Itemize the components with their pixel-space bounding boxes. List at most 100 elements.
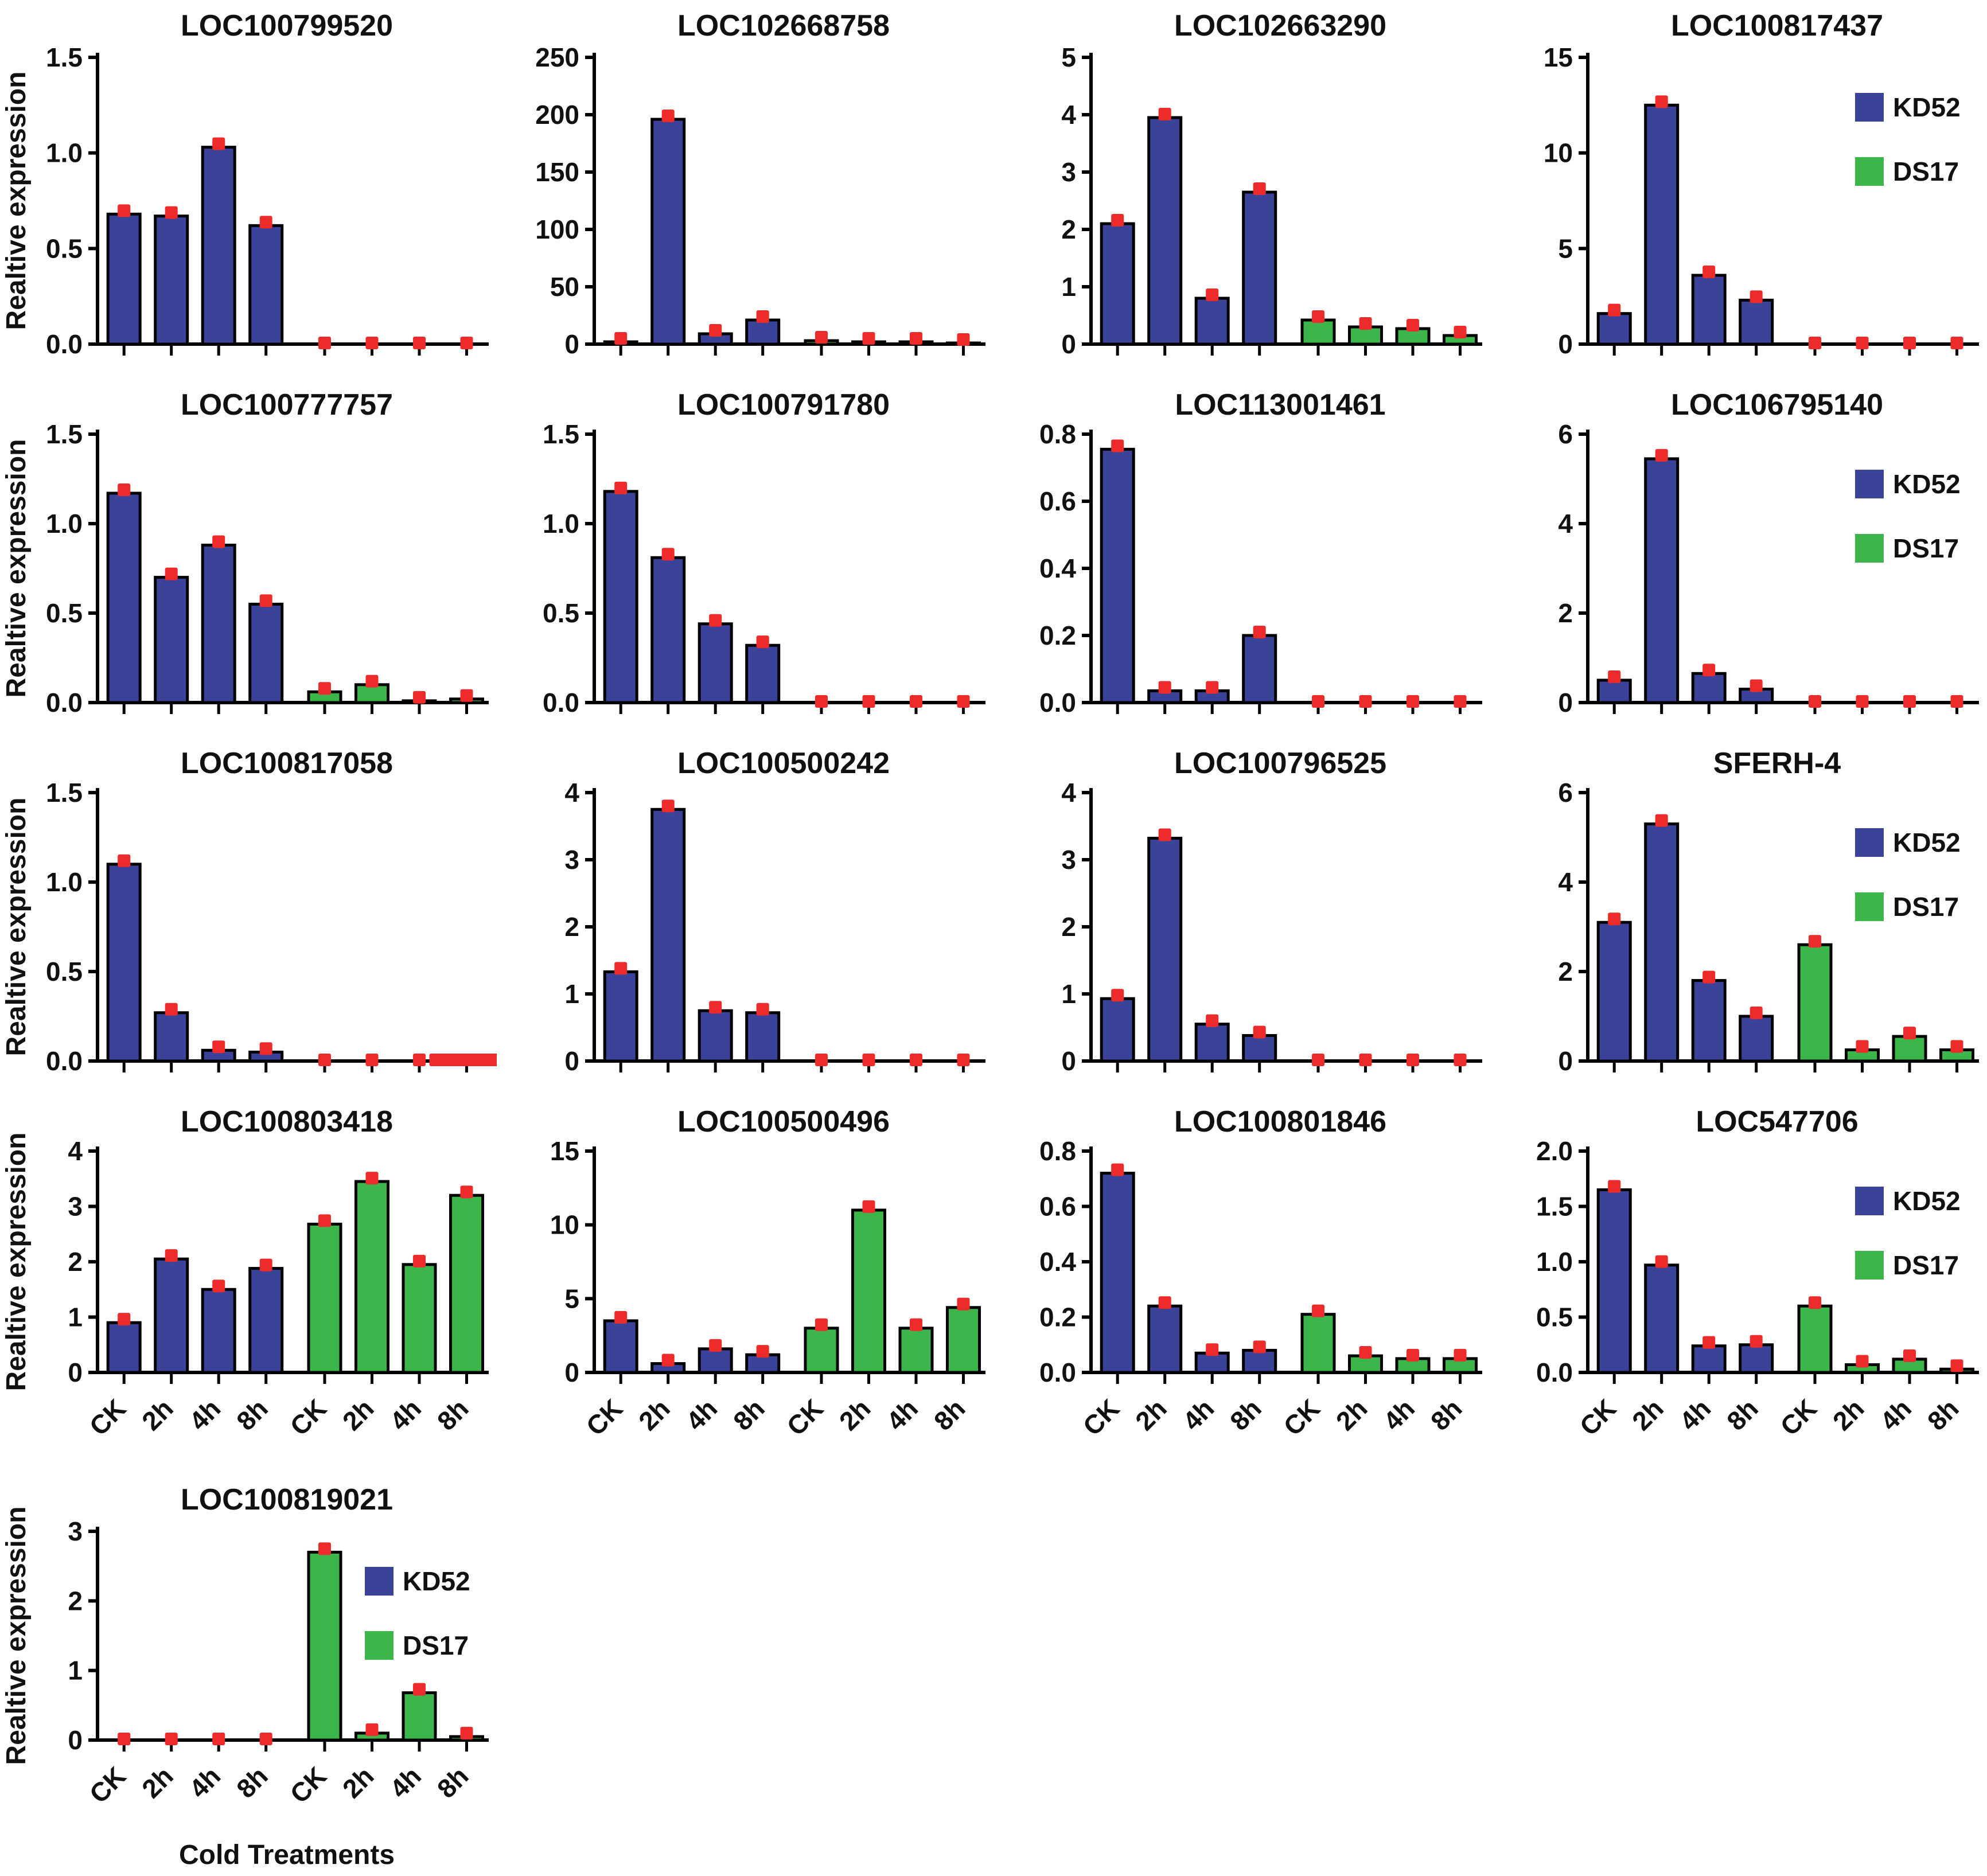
y-tick-label: 150: [535, 157, 579, 187]
legend-kd52-swatch: [1855, 828, 1884, 857]
error-marker-DS17-CK: [1809, 1296, 1821, 1309]
panel-LOC100796525: LOC100796525 0 1 2 3 4: [994, 740, 1490, 1098]
bar-DS17-CK: [307, 1222, 342, 1374]
x-tick-label-DS17-8h: 8h: [431, 1393, 474, 1436]
bar-KD52-8h: [745, 1011, 781, 1063]
error-marker-KD52-8h: [1750, 1007, 1763, 1019]
y-tick-label: 200: [535, 100, 579, 130]
bar-KD52-4h: [1691, 672, 1727, 704]
x-tick-label-DS17-4h: 4h: [384, 1393, 427, 1436]
error-marker-DS17-CK: [318, 682, 331, 695]
panel-title: LOC100801846: [1174, 1105, 1386, 1138]
error-marker-DS17-CK: [1809, 337, 1821, 349]
bar-KD52-2h: [154, 1257, 189, 1374]
y-tick-label: 10: [1544, 138, 1573, 168]
legend-ds17-label: DS17: [1893, 1250, 1959, 1280]
error-marker-DS17-CK: [815, 695, 828, 708]
bar-KD52-8h: [1242, 1348, 1277, 1374]
y-tick-label: 0.6: [1039, 486, 1076, 516]
error-marker-DS17-CK: [1312, 1304, 1324, 1317]
error-marker-KD52-2h: [165, 1003, 178, 1016]
error-marker-KD52-2h: [1655, 95, 1668, 108]
error-marker-DS17-8h: [957, 695, 970, 708]
error-marker-KD52-2h: [1158, 681, 1171, 694]
panel-LOC100500496: LOC100500496 0 5 10 15 CK 2h 4h 8h CK 2h 4h 8h: [497, 1098, 994, 1474]
error-marker-DS17-2h: [1856, 695, 1869, 708]
bar-DS17-4h: [1892, 1035, 1927, 1063]
bar-KD52-2h: [1644, 1263, 1680, 1374]
error-marker-DS17-2h: [1359, 1346, 1372, 1359]
chart-LOC100500242: LOC100500242 0 1 2 3 4: [564, 747, 985, 1076]
y-tick-label: 0: [1558, 688, 1573, 717]
x-tick-label-DS17-2h: 2h: [1827, 1393, 1870, 1436]
y-axis-label: Realtive expression: [1, 72, 32, 330]
x-tick-label-DS17-CK: CK: [284, 1393, 332, 1441]
bar-KD52-2h: [1147, 116, 1183, 346]
y-tick-label: 0.5: [46, 233, 83, 263]
panel-LOC100819021: LOC100819021 0 1 2 3 CK 2h 4h 8h CK 2h 4h 8h Realtive…: [0, 1474, 497, 1876]
bar-KD52-CK: [1596, 312, 1632, 346]
error-marker-DS17-4h: [413, 1683, 426, 1696]
x-tick-label-KD52-8h: 8h: [231, 1393, 274, 1436]
error-marker-DS17-8h: [460, 337, 473, 349]
y-tick-label: 250: [535, 42, 579, 72]
y-tick-label: 1: [564, 979, 579, 1009]
error-marker-DS17-4h: [1903, 1027, 1916, 1040]
x-tick-label-KD52-4h: 4h: [184, 1393, 227, 1436]
chart-LOC102663290: LOC102663290 0 1 2 3 4 5: [1061, 9, 1482, 359]
error-marker-KD52-2h: [1158, 108, 1171, 120]
error-marker-DS17-4h: [910, 1054, 922, 1066]
error-marker-KD52-4h: [1702, 664, 1716, 677]
y-tick-label: 1: [1061, 272, 1076, 302]
y-tick-label: 2: [1558, 598, 1573, 628]
x-tick-label-DS17-4h: 4h: [384, 1761, 427, 1804]
legend-kd52-swatch: [365, 1567, 393, 1596]
bar-KD52-2h: [1147, 1304, 1183, 1374]
y-tick-label: 0.2: [1039, 1302, 1076, 1332]
error-marker-KD52-4h: [709, 614, 722, 627]
y-tick-label: 0.5: [1536, 1302, 1573, 1332]
y-tick-label: 5: [1558, 233, 1573, 263]
legend-kd52-label: KD52: [403, 1566, 470, 1596]
bar-KD52-4h: [1691, 1344, 1727, 1374]
x-tick-label-KD52-2h: 2h: [136, 1393, 179, 1436]
y-tick-label: 4: [1061, 100, 1076, 130]
panel-LOC100801846: LOC100801846 0.0 0.2 0.4 0.6 0.8 CK 2h 4h 8h CK 2h 4…: [994, 1098, 1490, 1474]
error-marker-KD52-8h: [756, 635, 769, 649]
error-marker-DS17-4h: [1903, 1349, 1916, 1362]
error-marker-KD52-8h: [1750, 290, 1763, 303]
chart-LOC102668758: LOC102668758 0 50 100 150 200 250: [535, 9, 985, 359]
bar-KD52-CK: [1596, 921, 1632, 1063]
panel-title: LOC100791780: [677, 388, 890, 422]
bar-KD52-CK: [1100, 997, 1135, 1063]
x-tick-label-DS17-2h: 2h: [1330, 1393, 1373, 1436]
bar-KD52-8h: [1242, 1034, 1277, 1063]
x-tick-label-DS17-2h: 2h: [337, 1393, 380, 1436]
y-axis-label: Realtive expression: [1, 1507, 32, 1765]
bar-KD52-CK: [1100, 447, 1135, 704]
y-tick-label: 3: [1061, 157, 1076, 187]
error-marker-DS17-4h: [910, 332, 922, 345]
error-marker-KD52-8h: [1253, 626, 1266, 638]
panel-title: LOC102668758: [677, 9, 890, 42]
x-tick-label-DS17-4h: 4h: [1377, 1393, 1420, 1436]
error-marker-KD52-8h: [1253, 182, 1266, 195]
error-marker-DS17-8h: [1454, 695, 1467, 708]
error-marker-KD52-CK: [118, 1313, 131, 1326]
bar-DS17-4h: [402, 1263, 437, 1374]
x-tick-label-DS17-CK: CK: [1774, 1393, 1822, 1441]
panel-LOC106795140: LOC106795140 0 2 4 6 KD52 DS17: [1490, 381, 1987, 740]
bar-KD52-2h: [154, 576, 189, 704]
bar-KD52-4h: [1691, 979, 1727, 1063]
bar-KD52-8h: [1242, 634, 1277, 704]
y-tick-label: 1.0: [1536, 1247, 1573, 1277]
bar-KD52-2h: [154, 1011, 189, 1063]
error-marker-KD52-8h: [259, 594, 272, 607]
bar-KD52-CK: [106, 212, 142, 346]
error-marker-KD52-CK: [1111, 989, 1124, 1002]
error-marker-DS17-2h: [862, 695, 875, 708]
error-marker-DS17-2h: [862, 332, 875, 345]
error-marker-KD52-8h: [259, 1042, 272, 1055]
error-marker-DS17-4h: [910, 1318, 922, 1331]
panel-LOC102668758: LOC102668758 0 50 100 150 200 250: [497, 0, 994, 381]
